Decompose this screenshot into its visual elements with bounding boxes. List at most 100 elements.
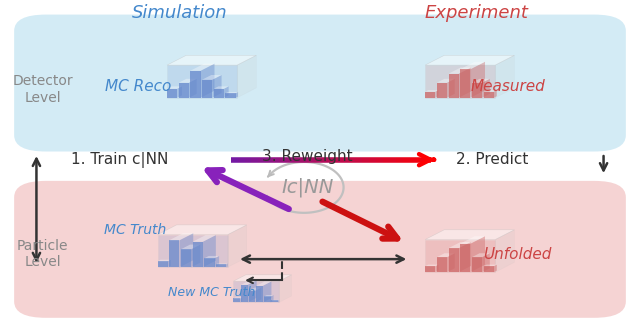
Polygon shape <box>241 285 248 302</box>
Text: 3. Reweight: 3. Reweight <box>262 149 353 164</box>
Polygon shape <box>237 55 256 98</box>
Polygon shape <box>484 90 497 92</box>
Text: Simulation: Simulation <box>132 4 228 22</box>
Polygon shape <box>181 244 200 249</box>
Text: New MC Truth: New MC Truth <box>168 286 255 299</box>
Polygon shape <box>256 286 263 302</box>
Polygon shape <box>179 79 196 83</box>
Polygon shape <box>234 297 242 298</box>
Polygon shape <box>425 55 515 65</box>
Polygon shape <box>425 90 438 92</box>
Polygon shape <box>225 93 236 98</box>
Polygon shape <box>177 87 182 98</box>
Polygon shape <box>482 253 490 272</box>
Text: Unfolded: Unfolded <box>483 247 552 262</box>
Polygon shape <box>425 65 495 98</box>
Polygon shape <box>179 83 189 98</box>
Polygon shape <box>228 225 246 267</box>
Polygon shape <box>169 233 193 240</box>
Polygon shape <box>168 260 171 267</box>
Polygon shape <box>240 297 242 302</box>
Polygon shape <box>449 248 459 272</box>
Polygon shape <box>157 261 168 267</box>
Polygon shape <box>193 242 203 267</box>
Polygon shape <box>472 83 482 98</box>
Polygon shape <box>470 62 485 98</box>
Polygon shape <box>264 296 271 302</box>
Polygon shape <box>425 240 495 272</box>
Polygon shape <box>236 92 238 98</box>
Polygon shape <box>214 87 228 89</box>
Polygon shape <box>449 74 459 98</box>
Polygon shape <box>459 242 471 272</box>
Polygon shape <box>193 235 216 242</box>
Polygon shape <box>447 253 455 272</box>
Polygon shape <box>226 264 228 267</box>
Text: Detector
Level: Detector Level <box>13 74 73 105</box>
Polygon shape <box>248 280 257 302</box>
Text: MC Reco: MC Reco <box>105 79 172 94</box>
Polygon shape <box>449 242 471 248</box>
Polygon shape <box>437 83 447 98</box>
Polygon shape <box>167 89 177 98</box>
Polygon shape <box>472 253 490 257</box>
Polygon shape <box>256 281 271 286</box>
Polygon shape <box>169 240 179 267</box>
Polygon shape <box>181 249 191 267</box>
Text: Particle
Level: Particle Level <box>17 239 68 269</box>
Polygon shape <box>224 87 228 98</box>
Polygon shape <box>482 79 490 98</box>
Polygon shape <box>472 257 482 272</box>
Polygon shape <box>157 235 228 267</box>
Polygon shape <box>234 281 279 302</box>
Polygon shape <box>279 275 291 302</box>
Polygon shape <box>214 89 224 98</box>
Polygon shape <box>202 75 221 80</box>
Polygon shape <box>437 253 455 257</box>
Polygon shape <box>495 55 515 98</box>
Polygon shape <box>435 90 438 98</box>
Polygon shape <box>484 265 497 266</box>
Polygon shape <box>271 295 273 302</box>
Polygon shape <box>425 265 438 266</box>
Polygon shape <box>278 300 279 302</box>
Polygon shape <box>447 79 455 98</box>
Polygon shape <box>484 266 494 272</box>
Polygon shape <box>425 266 435 272</box>
Polygon shape <box>167 65 237 98</box>
Polygon shape <box>263 281 271 302</box>
Polygon shape <box>264 295 273 296</box>
Polygon shape <box>459 67 471 98</box>
Polygon shape <box>484 92 494 98</box>
Polygon shape <box>249 291 255 302</box>
Polygon shape <box>225 92 238 93</box>
Polygon shape <box>201 64 214 98</box>
Polygon shape <box>214 256 219 267</box>
Polygon shape <box>167 55 256 65</box>
Polygon shape <box>495 230 515 272</box>
FancyBboxPatch shape <box>14 14 626 152</box>
Polygon shape <box>203 235 216 267</box>
Polygon shape <box>189 79 196 98</box>
Polygon shape <box>157 260 171 261</box>
Polygon shape <box>157 225 246 235</box>
Polygon shape <box>470 236 485 272</box>
Polygon shape <box>460 62 485 69</box>
Polygon shape <box>212 75 221 98</box>
Polygon shape <box>191 244 200 267</box>
Text: 1. Train c|NN: 1. Train c|NN <box>70 152 168 168</box>
FancyBboxPatch shape <box>14 181 626 318</box>
Polygon shape <box>425 92 435 98</box>
Text: Ic|NN: Ic|NN <box>281 178 333 197</box>
Polygon shape <box>204 258 214 267</box>
Polygon shape <box>472 79 490 83</box>
Text: 2. Predict: 2. Predict <box>456 152 528 167</box>
Text: MC Truth: MC Truth <box>104 223 166 237</box>
Polygon shape <box>494 265 497 272</box>
Polygon shape <box>449 67 471 74</box>
Polygon shape <box>204 256 219 258</box>
Polygon shape <box>234 275 291 281</box>
Text: Measured: Measured <box>470 79 545 94</box>
Polygon shape <box>425 230 515 240</box>
Polygon shape <box>437 257 447 272</box>
